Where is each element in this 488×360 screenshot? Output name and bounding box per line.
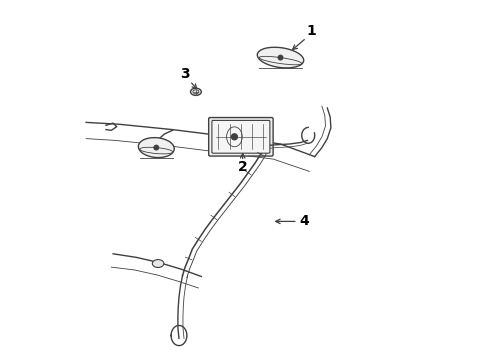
Text: 2: 2 — [237, 161, 247, 174]
Ellipse shape — [138, 138, 174, 158]
Circle shape — [153, 145, 159, 150]
Ellipse shape — [190, 88, 201, 95]
Text: 4: 4 — [299, 215, 308, 228]
Circle shape — [277, 55, 283, 60]
Circle shape — [230, 133, 238, 140]
FancyBboxPatch shape — [208, 118, 273, 156]
Ellipse shape — [257, 47, 303, 68]
Text: 3: 3 — [180, 67, 189, 81]
Text: 1: 1 — [305, 24, 315, 37]
FancyBboxPatch shape — [211, 121, 269, 153]
Ellipse shape — [152, 260, 163, 267]
